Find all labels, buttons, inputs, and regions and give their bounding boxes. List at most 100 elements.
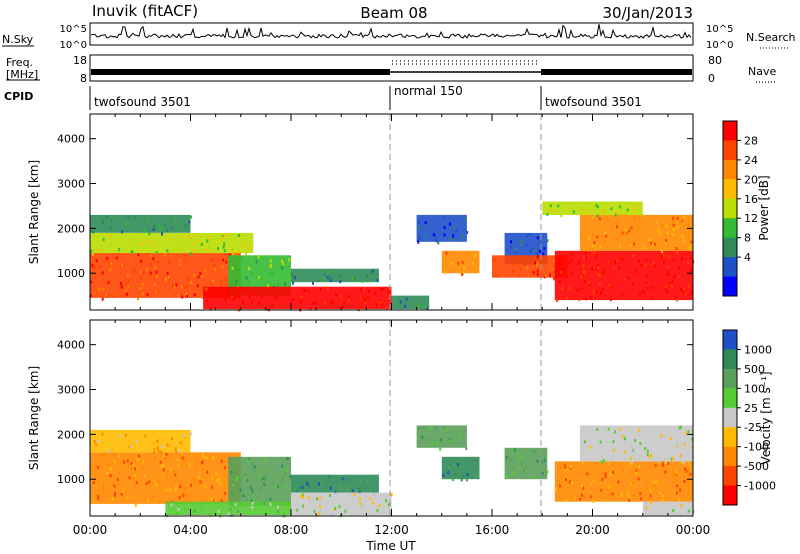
velocity-speckle — [691, 428, 694, 432]
velocity-speckle — [195, 468, 198, 472]
power-speckle — [683, 232, 686, 236]
velocity-speckle — [281, 478, 284, 482]
velocity-speckle — [319, 503, 322, 506]
power-speckle — [371, 269, 374, 273]
power-speckle — [543, 247, 546, 251]
velocity-speckle — [650, 501, 652, 505]
power-speckle — [142, 271, 145, 275]
power-speckle — [327, 269, 330, 273]
velocity-speckle — [663, 460, 666, 464]
power-speckle — [326, 276, 329, 280]
velocity-speckle — [203, 484, 206, 488]
time-x-tick-label: 20:00 — [575, 523, 610, 537]
velocity-speckle — [633, 448, 636, 452]
power-speckle — [682, 215, 685, 219]
velocity-speckle — [123, 460, 125, 464]
power-speckle — [149, 271, 152, 275]
velocity-speckle — [106, 462, 109, 466]
velocity-speckle — [678, 468, 681, 472]
power-speckle — [621, 257, 624, 261]
power-speckle — [351, 277, 354, 280]
velocity-y-axis: 1000 2000 3000 4000 — [57, 320, 694, 516]
power-speckle — [602, 270, 605, 274]
power-speckle — [609, 260, 612, 264]
power-speckle — [551, 268, 554, 271]
velocity-speckle — [232, 483, 235, 487]
power-speckle — [676, 220, 679, 224]
velocity-speckle — [561, 486, 563, 490]
power-speckle — [689, 228, 692, 232]
velocity-speckle — [107, 464, 110, 468]
freq-trace — [91, 60, 692, 75]
power-speckle — [608, 284, 611, 288]
power-speckle — [461, 273, 464, 276]
power-speckle — [248, 246, 251, 250]
velocity-speckle — [128, 445, 131, 449]
velocity-speckle — [97, 497, 100, 501]
velocity-speckle — [604, 472, 607, 476]
velocity-speckle — [246, 478, 249, 482]
power-speckle — [154, 266, 157, 270]
power-speckle — [591, 233, 594, 237]
power-speckle — [300, 296, 303, 299]
velocity-speckle — [237, 476, 240, 480]
power-speckle — [237, 233, 240, 237]
power-speckle — [686, 293, 689, 297]
power-speckle — [621, 293, 624, 297]
power-speckle — [675, 247, 678, 250]
velocity-colorbar-tick-label: 100 — [744, 382, 765, 395]
velocity-speckle — [645, 506, 648, 510]
power-speckle — [168, 237, 171, 241]
velocity-speckle — [157, 449, 160, 453]
velocity-speckle — [173, 469, 176, 473]
power-speckle — [679, 287, 682, 291]
velocity-speckle — [448, 466, 451, 470]
power-speckle — [120, 230, 123, 234]
velocity-speckle — [189, 432, 192, 436]
power-speckle — [309, 307, 312, 311]
power-speckle — [675, 296, 677, 300]
velocity-speckle — [190, 483, 193, 487]
power-speckle — [683, 287, 685, 291]
velocity-speckle — [608, 493, 611, 497]
power-speckle — [244, 252, 247, 256]
velocity-region — [228, 456, 291, 507]
velocity-speckle — [158, 436, 161, 440]
velocity-speckle — [474, 474, 477, 478]
power-speckle — [561, 287, 564, 290]
velocity-speckle — [152, 495, 155, 499]
power-speckle — [369, 271, 372, 275]
velocity-speckle — [322, 497, 325, 501]
power-speckle — [335, 293, 338, 296]
power-speckle — [664, 285, 667, 289]
velocity-speckle — [184, 436, 187, 440]
power-speckle — [631, 254, 634, 258]
nsky-left-tick-top: 10^5 — [60, 24, 87, 35]
velocity-speckle — [581, 493, 583, 497]
velocity-speckle — [250, 499, 253, 503]
velocity-speckle — [97, 495, 99, 499]
power-speckle — [311, 301, 314, 305]
velocity-speckle — [182, 434, 185, 438]
power-speckle — [536, 261, 539, 265]
power-speckle — [187, 234, 190, 238]
velocity-speckle — [428, 436, 431, 440]
power-speckle — [603, 239, 606, 243]
power-speckle — [583, 279, 586, 283]
velocity-speckle — [570, 481, 573, 485]
power-speckle — [672, 228, 675, 232]
velocity-speckle — [168, 488, 171, 492]
power-speckle — [201, 275, 204, 278]
power-speckle — [363, 298, 366, 302]
power-speckle — [258, 275, 261, 279]
velocity-speckle — [612, 470, 615, 474]
power-speckle — [601, 287, 604, 291]
power-speckle — [155, 251, 158, 255]
velocity-speckle — [639, 441, 642, 445]
power-speckle — [644, 281, 647, 284]
velocity-speckle — [664, 458, 667, 462]
velocity-speckle — [559, 467, 562, 471]
velocity-speckle — [111, 497, 114, 501]
power-speckle — [537, 262, 540, 266]
power-speckle — [443, 233, 446, 237]
